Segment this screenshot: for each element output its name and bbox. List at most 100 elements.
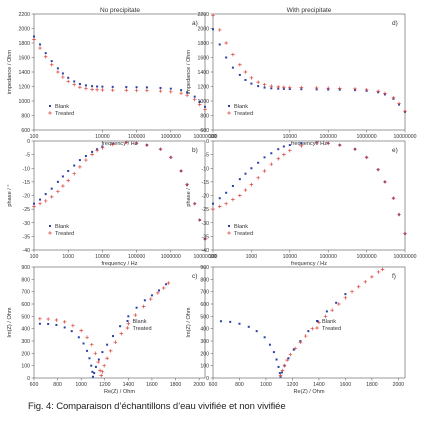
- data-point: [166, 281, 171, 285]
- legend-marker: [227, 111, 231, 115]
- data-point: [124, 88, 129, 93]
- data-point: [370, 275, 374, 279]
- x-tick-label: 10000: [283, 254, 298, 260]
- y-tick-label: 2000: [18, 27, 30, 33]
- x-tick-label: 1000000: [356, 254, 376, 260]
- y-tick-label: 1000: [197, 99, 209, 105]
- plot-frame: [212, 266, 406, 379]
- data-point: [276, 156, 281, 161]
- data-point: [150, 294, 153, 297]
- data-point: [256, 175, 260, 180]
- series-blank: [212, 28, 406, 113]
- data-point: [134, 88, 139, 93]
- y-tick-label: 1800: [18, 41, 30, 47]
- data-point: [364, 87, 369, 92]
- data-point: [99, 373, 104, 378]
- data-point: [185, 182, 189, 187]
- data-point: [300, 142, 303, 145]
- y-tick-label: 400: [200, 327, 209, 333]
- data-point: [67, 169, 70, 172]
- y-tick-label: 0: [27, 376, 30, 382]
- y-tick-label: 600: [200, 302, 209, 308]
- data-point: [224, 201, 228, 206]
- x-tick-label: 1000: [246, 254, 258, 260]
- legend-marker: [228, 225, 230, 227]
- y-tick-label: 0: [206, 139, 209, 145]
- panel-c: 600 800 1000 1200 1400 1600 1800 20000100200300…: [7, 265, 206, 395]
- y-tick-label: 600: [21, 302, 30, 308]
- data-point: [77, 336, 80, 339]
- data-point: [203, 107, 207, 112]
- y-tick-label: 0: [27, 139, 30, 145]
- panel-tag: b): [192, 147, 198, 154]
- data-point: [192, 97, 197, 102]
- data-point: [275, 358, 278, 361]
- data-point: [231, 184, 234, 187]
- data-point: [38, 322, 41, 325]
- data-point: [148, 297, 153, 301]
- panel-tag: c): [192, 273, 197, 280]
- data-point: [255, 330, 258, 333]
- data-point: [238, 193, 242, 198]
- legend-marker: [228, 105, 230, 107]
- x-tick-label: 1000: [62, 254, 74, 260]
- data-point: [376, 167, 380, 172]
- data-point: [229, 320, 232, 323]
- data-point: [391, 95, 396, 100]
- data-point: [193, 95, 196, 98]
- y-tick-label: -35: [202, 234, 210, 240]
- y-tick-label: 700: [21, 290, 30, 296]
- col-title-with-precipitate: With precipitate: [287, 7, 332, 14]
- data-point: [112, 335, 115, 338]
- series-blank: [38, 283, 168, 378]
- data-point: [94, 365, 97, 368]
- data-point: [250, 167, 253, 170]
- x-tick-label: 100: [30, 254, 39, 260]
- data-point: [314, 141, 319, 145]
- data-point: [110, 88, 115, 92]
- x-tick-label: 10000000: [193, 254, 216, 260]
- y-tick-label: 800: [21, 114, 30, 120]
- x-tick-label: 10000: [95, 134, 110, 140]
- data-point: [158, 289, 161, 292]
- data-point: [56, 189, 60, 194]
- x-tick-label: 100000: [320, 134, 337, 140]
- data-point: [33, 202, 35, 205]
- data-point: [111, 85, 114, 88]
- data-point: [179, 91, 183, 95]
- data-point: [126, 321, 131, 326]
- data-point: [269, 84, 274, 88]
- data-point: [276, 85, 281, 89]
- x-tick-label: 1000000: [161, 134, 181, 140]
- legend-marker: [125, 326, 130, 330]
- y-tick-label: -10: [202, 166, 210, 172]
- figure-caption: Fig. 4: Comparaison d’échantillons d’eau…: [28, 401, 286, 412]
- y-axis-label: impedance / Ohm: [186, 50, 192, 94]
- data-point: [268, 343, 271, 346]
- data-point: [88, 357, 91, 360]
- y-tick-label: -5: [25, 153, 30, 159]
- data-point: [397, 101, 401, 106]
- data-point: [100, 88, 105, 92]
- data-point: [70, 330, 73, 333]
- data-point: [180, 89, 183, 92]
- data-point: [127, 315, 130, 318]
- data-point: [56, 70, 60, 74]
- y-axis-label: phase / °: [186, 184, 192, 206]
- y-tick-label: 500: [200, 314, 209, 320]
- data-point: [93, 372, 96, 375]
- x-tick-label: 100: [30, 134, 39, 140]
- data-point: [73, 80, 76, 83]
- data-point: [356, 284, 361, 289]
- data-point: [249, 182, 254, 187]
- data-point: [78, 165, 82, 169]
- x-tick-label: 2000: [393, 382, 405, 388]
- data-point: [43, 199, 48, 203]
- y-tick-label: 900: [200, 265, 209, 271]
- y-tick-label: 2000: [197, 27, 209, 33]
- data-point: [278, 372, 281, 375]
- panel-b: 100 1000 10000 100000 1000000 10000000-40-35-…: [7, 139, 217, 267]
- y-tick-label: -5: [204, 153, 209, 159]
- data-point: [218, 197, 221, 200]
- data-point: [249, 76, 254, 80]
